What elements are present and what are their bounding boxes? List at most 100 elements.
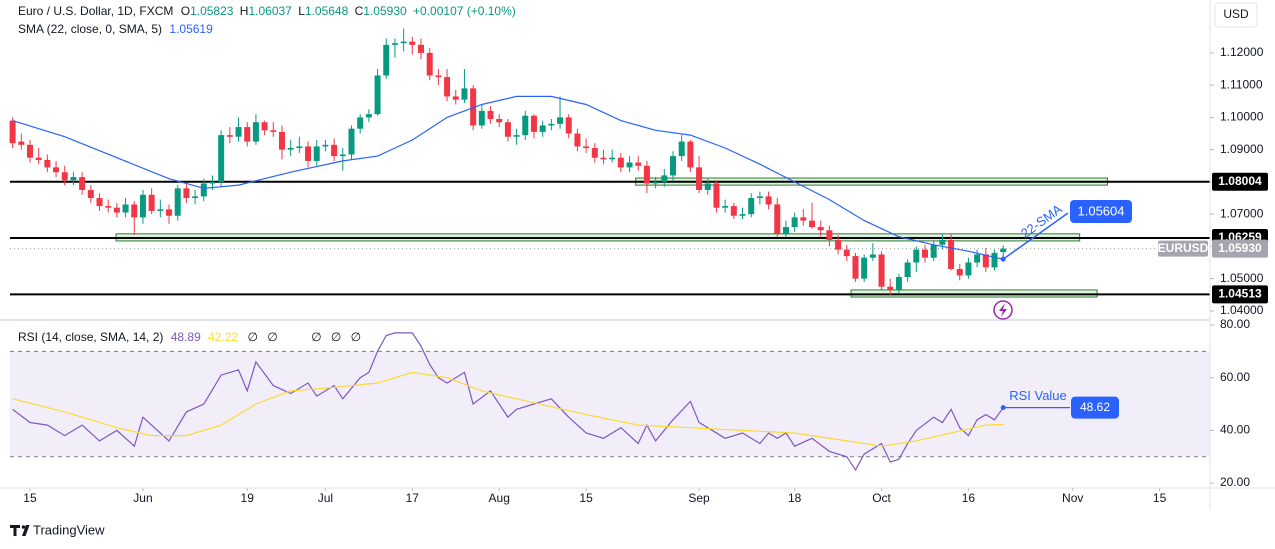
candle-body <box>713 183 720 208</box>
line-series <box>12 371 1004 447</box>
line-series <box>12 95 1004 260</box>
alert-icon[interactable] <box>993 300 1013 320</box>
annotation-box <box>1070 200 1132 223</box>
y-tick-label: 1.09000 <box>1220 142 1264 156</box>
x-tick-label: Sep <box>688 491 710 505</box>
symbol-label-box <box>1158 240 1208 257</box>
candle-body <box>9 120 16 144</box>
candle-body <box>496 119 503 123</box>
currency-label[interactable]: USD <box>1223 7 1249 21</box>
currency-button[interactable]: USD <box>1214 2 1258 28</box>
candle-body <box>435 75 442 78</box>
candle-body <box>418 44 425 53</box>
y-tick-label: 1.11000 <box>1220 77 1263 91</box>
candle-body <box>774 204 781 234</box>
candle-body <box>166 209 173 216</box>
candle-body <box>974 254 981 263</box>
candle-body <box>635 162 642 166</box>
candle-body <box>53 167 60 173</box>
candle-body <box>278 131 285 150</box>
x-tick-label: 19 <box>241 491 255 505</box>
last-price-label: 1.05930 <box>1218 241 1262 255</box>
ohlc-label: H <box>240 4 249 18</box>
candle-body <box>226 135 233 137</box>
candle-body <box>348 128 355 155</box>
y-tick-label: 40.00 <box>1220 423 1250 437</box>
rsi-band <box>10 351 1210 457</box>
candle-body <box>965 262 972 276</box>
rsi-legend: RSI (14, close, SMA, 14, 2) 48.89 42.22 … <box>18 330 361 344</box>
candle-body <box>661 175 668 182</box>
ohlc-value: 1.06037 <box>248 4 292 18</box>
annotation-value: 48.62 <box>1080 400 1110 414</box>
ohlc-value: 1.05648 <box>305 4 349 18</box>
annotation-value: 1.05604 <box>1078 203 1125 218</box>
candle-body <box>61 172 68 181</box>
ohlc-value: 1.05930 <box>363 4 407 18</box>
x-tick-label: Jul <box>318 491 333 505</box>
rsi-empty: ∅ <box>267 330 277 344</box>
candle-body <box>444 77 451 97</box>
candle-body <box>122 204 129 213</box>
rsi-empty: ∅ <box>247 330 257 344</box>
x-tick-label: Jun <box>133 491 152 505</box>
brand[interactable]: TradingView <box>10 522 105 537</box>
candle-body <box>365 114 372 118</box>
x-tick-label: Nov <box>1062 491 1083 505</box>
candle-body <box>913 249 920 263</box>
ohlc-label: L <box>298 4 305 18</box>
candle-body <box>470 88 477 126</box>
candle-body <box>174 188 181 216</box>
candle-body <box>35 157 42 160</box>
brand-logo[interactable] <box>10 525 20 536</box>
alert-bolt[interactable] <box>999 303 1007 317</box>
candle-body <box>574 133 581 147</box>
x-tick-label: 15 <box>23 491 37 505</box>
candle-body <box>478 110 485 126</box>
brand-logo-dot[interactable] <box>21 525 26 529</box>
candle-body <box>948 239 955 269</box>
candle-body <box>835 239 842 250</box>
symbol: Euro / U.S. Dollar, 1D, FXCM <box>18 4 173 18</box>
candle-body <box>461 88 468 100</box>
candle-body <box>209 181 216 184</box>
candle-body <box>583 146 590 149</box>
candle-body <box>331 144 338 157</box>
x-tick-label: Aug <box>489 491 510 505</box>
candle-body <box>200 183 207 197</box>
candle-body <box>591 148 598 158</box>
rsi-value: 48.89 <box>171 330 201 344</box>
candle-body <box>26 144 33 158</box>
candle-body <box>192 196 199 199</box>
brand-logo-slash[interactable] <box>22 525 30 536</box>
candle-body <box>522 115 529 136</box>
level-label: 1.04513 <box>1218 287 1262 301</box>
candle-body <box>817 227 824 231</box>
symbol-legend: Euro / U.S. Dollar, 1D, FXCM O1.05823 H1… <box>18 4 516 18</box>
candle-body <box>113 207 120 213</box>
candle-body <box>791 217 798 228</box>
y-tick-label: 1.12000 <box>1220 45 1264 59</box>
candle-body <box>357 117 364 129</box>
rsi-name: RSI (14, close, SMA, 14, 2) <box>18 330 163 344</box>
rsi-empty: ∅ <box>331 330 341 344</box>
candle-body <box>79 177 86 190</box>
candle-body <box>609 157 616 160</box>
candle-body <box>930 244 937 258</box>
candle-body <box>339 154 346 157</box>
candle-body <box>895 277 902 290</box>
x-tick-label: Oct <box>872 491 891 505</box>
candle-body <box>869 254 876 258</box>
candle-body <box>956 268 963 276</box>
candle-body <box>504 122 511 137</box>
candle-body <box>374 75 381 115</box>
candle-body <box>626 162 633 168</box>
brand-name[interactable]: TradingView <box>33 522 105 537</box>
candle-body <box>487 110 494 120</box>
candle-body <box>87 189 94 199</box>
currency-box[interactable] <box>1214 2 1258 28</box>
candle-body <box>409 41 416 45</box>
candle-body <box>287 148 294 150</box>
candle-body <box>678 141 685 157</box>
